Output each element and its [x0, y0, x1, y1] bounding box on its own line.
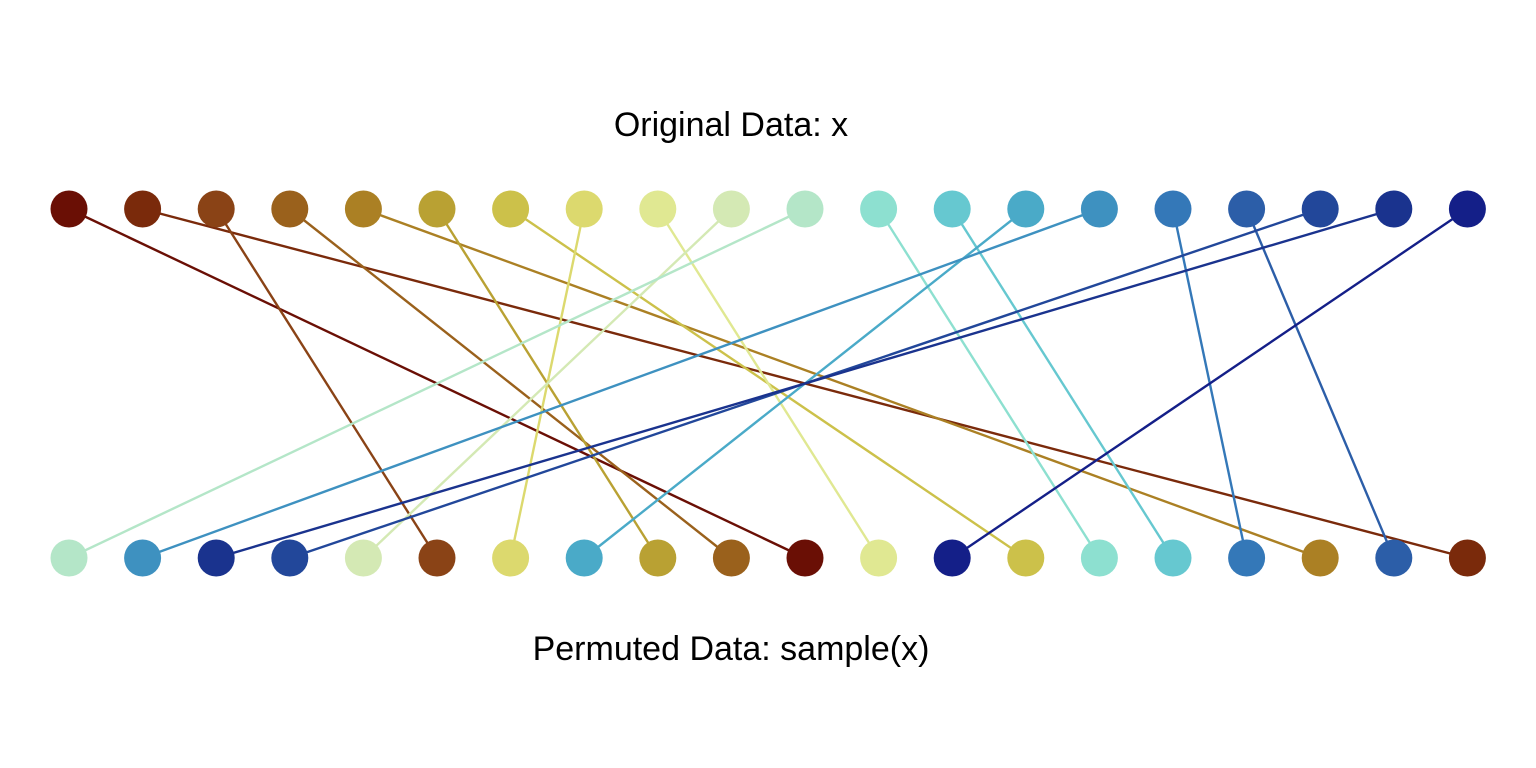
permutation-line: [68, 207, 806, 560]
permuted-point: [1375, 539, 1413, 577]
original-point: [418, 190, 456, 228]
permuted-point: [1154, 539, 1192, 577]
permuted-point: [271, 539, 309, 577]
original-point: [1007, 190, 1045, 228]
original-point: [1080, 190, 1118, 228]
permuted-point: [344, 539, 382, 577]
permuted-point: [786, 539, 824, 577]
original-point: [492, 190, 530, 228]
permuted-point: [1448, 539, 1486, 577]
permuted-point: [639, 539, 677, 577]
original-point: [1154, 190, 1192, 228]
permuted-points: [50, 539, 1486, 577]
permuted-point: [860, 539, 898, 577]
original-point: [50, 190, 88, 228]
permuted-point: [712, 539, 750, 577]
original-point: [1448, 190, 1486, 228]
permutation-line: [289, 208, 733, 559]
permutation-line: [362, 208, 733, 559]
original-point: [1301, 190, 1339, 228]
permutation-line: [951, 208, 1469, 559]
original-point: [639, 190, 677, 228]
permuted-point: [492, 539, 530, 577]
original-point: [1375, 190, 1413, 228]
original-point: [786, 190, 824, 228]
permuted-point: [197, 539, 235, 577]
permuted-point: [933, 539, 971, 577]
permutation-line: [1245, 208, 1395, 559]
permuted-point: [50, 539, 88, 577]
original-point: [197, 190, 235, 228]
permuted-point: [565, 539, 603, 577]
original-point: [271, 190, 309, 228]
permutation-line: [215, 208, 439, 559]
original-data-title: Original Data: x: [614, 106, 848, 144]
permutation-line: [656, 208, 880, 559]
permutation-lines: [68, 207, 1469, 560]
original-points: [50, 190, 1486, 228]
permutation-line: [951, 208, 1175, 559]
original-point: [1228, 190, 1266, 228]
original-point: [124, 190, 162, 228]
permuted-point: [1080, 539, 1118, 577]
permutation-line: [362, 207, 1321, 560]
permutation-line: [877, 208, 1101, 559]
permuted-point: [1301, 539, 1339, 577]
permuted-point: [1007, 539, 1045, 577]
permuted-point: [1228, 539, 1266, 577]
original-point: [860, 190, 898, 228]
original-point: [933, 190, 971, 228]
original-point: [344, 190, 382, 228]
original-point: [712, 190, 750, 228]
permuted-point: [418, 539, 456, 577]
permutation-line: [142, 207, 1100, 560]
permuted-point: [124, 539, 162, 577]
permuted-data-title: Permuted Data: sample(x): [533, 630, 930, 668]
permutation-line: [215, 207, 1395, 560]
original-point: [565, 190, 603, 228]
